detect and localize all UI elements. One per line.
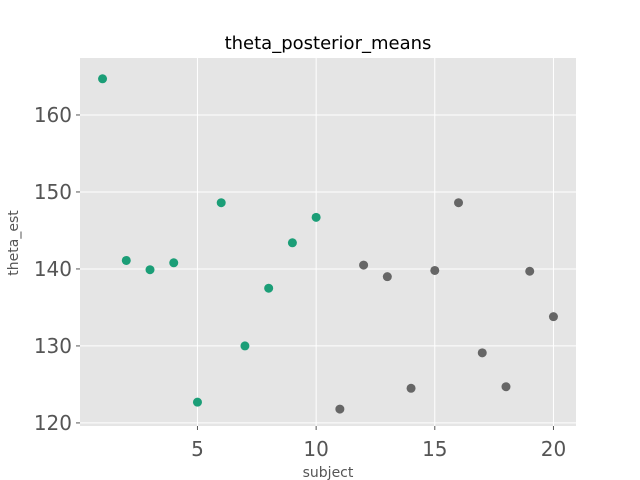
data-point — [382, 272, 392, 282]
grid-lines — [80, 58, 576, 426]
x-axis-label: subject — [303, 465, 354, 480]
data-point — [525, 266, 535, 276]
data-point — [311, 212, 321, 222]
plot-area — [80, 58, 576, 426]
data-point — [121, 255, 131, 265]
data-point — [335, 404, 345, 414]
y-tick-label: 160 — [34, 103, 72, 127]
x-tick-label: 10 — [303, 437, 328, 461]
data-point — [477, 348, 487, 358]
y-tick-label: 130 — [34, 334, 72, 358]
x-tick-label: 5 — [191, 437, 204, 461]
data-point — [430, 265, 440, 275]
y-tick-label: 150 — [34, 180, 72, 204]
data-point — [406, 383, 416, 393]
y-tick-label: 140 — [34, 257, 72, 281]
data-point — [359, 260, 369, 270]
y-tick-label: 120 — [34, 411, 72, 435]
data-point — [169, 258, 179, 268]
x-tick-label: 20 — [541, 437, 566, 461]
y-tick-labels: 120 130 140 150 160 — [34, 103, 80, 435]
data-point — [501, 382, 511, 392]
data-points — [98, 74, 558, 414]
data-point — [240, 341, 250, 351]
data-point — [145, 265, 155, 275]
data-point — [287, 238, 297, 248]
chart-title: theta_posterior_means — [225, 33, 432, 54]
data-point — [192, 397, 202, 407]
data-point — [216, 198, 226, 208]
y-axis-label: theta_est — [6, 210, 22, 276]
data-point — [548, 312, 558, 322]
x-tick-label: 15 — [422, 437, 447, 461]
data-point — [264, 283, 274, 293]
x-tick-labels: 5 10 15 20 — [191, 426, 566, 461]
data-point — [454, 198, 464, 208]
data-point — [98, 74, 108, 84]
